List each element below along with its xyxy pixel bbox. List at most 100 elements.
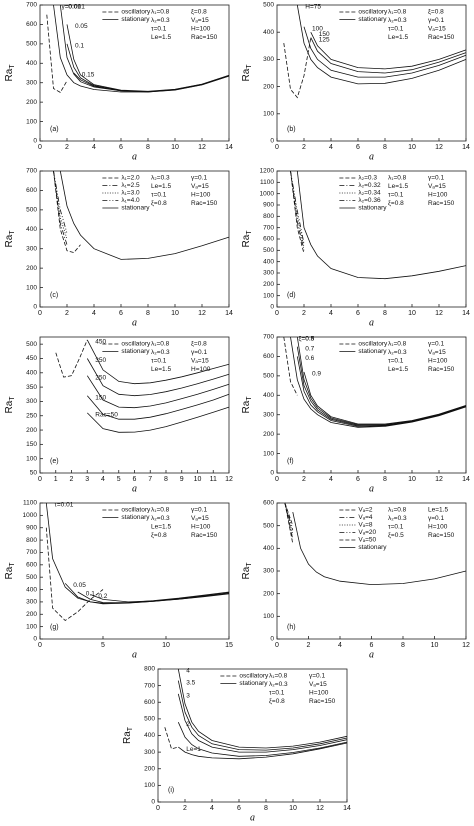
parameter: λ₂=0.3 [388, 515, 407, 522]
curve-label: Le=1 [186, 746, 201, 753]
curve-label: γ=0.001 [62, 4, 86, 11]
panel-label: (h) [287, 624, 296, 631]
curve [53, 170, 68, 234]
y-tick-label: 500 [26, 41, 37, 48]
parameter: Vₐ=15 [428, 349, 446, 356]
y-tick-label: 300 [26, 245, 37, 252]
y-axis-label-sub: T [246, 64, 253, 69]
x-tick-label: 6 [119, 310, 123, 317]
x-tick-label: 10 [408, 310, 416, 317]
panel-label: (d) [287, 292, 296, 299]
parameter: H=100 [428, 192, 448, 199]
legend-label: λ₂=0.36 [358, 197, 381, 204]
y-tick-label: 600 [263, 353, 274, 360]
curve [310, 32, 467, 70]
x-tick-label: 12 [435, 144, 443, 151]
parameter: Rac=150 [191, 532, 218, 539]
x-tick-label: 12 [435, 476, 443, 483]
curve [177, 722, 348, 757]
panel: 0 2 4 6 8 10 12 14 0 100 200 300 400 500 600 700 a RaT (a)… [4, 2, 233, 163]
legend-label: stationary [121, 514, 150, 521]
legend-label: Vₐ=4 [358, 514, 373, 521]
parameter: λ₁=0.8 [151, 9, 170, 16]
y-axis-label: RaT [241, 64, 253, 82]
y-tick-label: 800 [144, 666, 155, 673]
parameter: τ=0.1 [388, 192, 404, 199]
x-tick-label: 10 [162, 642, 170, 649]
plot-frame [39, 170, 230, 308]
y-tick-label: 600 [263, 236, 274, 243]
x-tick-label: 2 [307, 642, 311, 649]
y-tick-label: 500 [263, 373, 274, 380]
parameter: λ₂=0.3 [269, 681, 288, 688]
y-tick-label: 200 [263, 431, 274, 438]
parameter: Vₐ=15 [191, 358, 209, 365]
x-tick-label: 6 [119, 144, 123, 151]
x-tick-label: 8 [383, 310, 387, 317]
legend-label: λ₂=0.34 [358, 190, 381, 197]
plot-frame [39, 4, 230, 142]
y-tick-label: 300 [263, 568, 274, 575]
y-tick-label: 200 [26, 611, 37, 618]
y-axis-label: RaT [4, 396, 16, 414]
x-tick-label: 4 [210, 805, 214, 812]
parameter: τ=0.1 [388, 358, 404, 365]
y-tick-label: 400 [263, 392, 274, 399]
y-axis-label-main: Ra [4, 566, 15, 579]
y-tick-label: 350 [26, 384, 37, 391]
y-tick-label: 100 [263, 450, 274, 457]
parameter: Le=1.5 [151, 524, 171, 531]
panel-label: (i) [168, 787, 174, 794]
y-tick-label: 300 [263, 270, 274, 277]
legend-label: stationary [358, 348, 387, 355]
x-tick-label: 10 [171, 310, 179, 317]
x-axis-label: a [132, 151, 137, 162]
x-tick-label: 2 [302, 310, 306, 317]
legend-label: oscillatory [239, 673, 269, 680]
x-tick-label: 14 [225, 144, 233, 151]
y-axis-label: RaT [4, 562, 16, 580]
parameter: λ₁=0.8 [388, 341, 407, 348]
x-tick-label: 2 [183, 805, 187, 812]
y-tick-label: 250 [26, 412, 37, 419]
parameter: ξ=0.8 [191, 9, 207, 16]
y-axis-label-main: Ra [241, 68, 252, 81]
y-tick-label: 100 [263, 613, 274, 620]
parameter: γ=0.1 [309, 673, 325, 680]
panel: 0 1 2 3 4 5 6 7 8 9 10 11 12501001502002503003504004… [4, 336, 233, 494]
y-tick-label: 200 [263, 281, 274, 288]
y-tick-label: 700 [26, 2, 37, 9]
curve [164, 727, 179, 750]
curve [284, 502, 294, 544]
curve [59, 170, 230, 260]
y-tick-label: 300 [263, 56, 274, 63]
curve-label: 0.1 [75, 43, 84, 50]
curve-label: 0.7 [305, 345, 314, 352]
x-tick-label: 14 [462, 144, 470, 151]
y-axis-label-sub: T [246, 230, 253, 235]
parameter: τ=0.1 [151, 192, 167, 199]
x-tick-label: 4 [338, 642, 342, 649]
y-tick-label: 200 [26, 99, 37, 106]
x-tick-label: 4 [329, 310, 333, 317]
x-tick-label: 3 [85, 476, 89, 483]
y-tick-label: 200 [26, 265, 37, 272]
y-axis-label: RaT [122, 726, 134, 744]
parameter: Vₐ=15 [428, 183, 446, 190]
x-tick-label: 0 [156, 805, 160, 812]
y-axis-label-main: Ra [4, 234, 15, 247]
parameter: λ₁=0.8 [269, 673, 288, 680]
x-tick-label: 12 [462, 642, 470, 649]
parameter: γ=0.1 [428, 175, 444, 182]
y-tick-label: 400 [263, 258, 274, 265]
x-tick-label: 9 [180, 476, 184, 483]
legend-label: stationary [358, 16, 387, 23]
y-axis-label-main: Ra [4, 68, 15, 81]
y-tick-label: 700 [263, 224, 274, 231]
parameter: Vₐ=15 [309, 681, 327, 688]
y-axis-label: RaT [241, 230, 253, 248]
y-tick-label: 100 [263, 292, 274, 299]
parameter: ξ=0.8 [151, 200, 167, 207]
parameter: Rac=150 [309, 698, 336, 705]
